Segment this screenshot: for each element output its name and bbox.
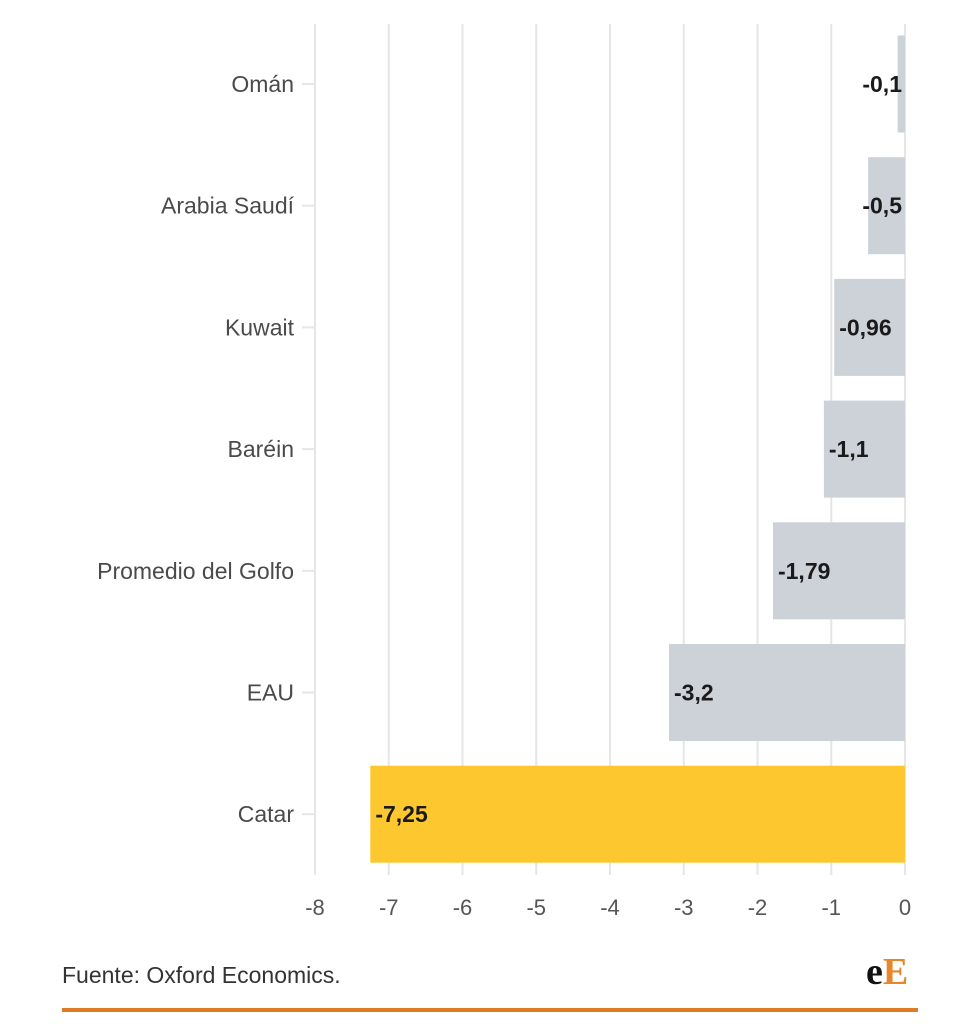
x-tick-label: -2 [748, 895, 768, 920]
logo: eE [866, 952, 908, 992]
logo-e: e [866, 951, 883, 993]
bar [834, 278, 905, 376]
source-note: Fuente: Oxford Economics. [62, 962, 341, 988]
bar [370, 765, 905, 863]
bar [897, 35, 905, 133]
category-label: Promedio del Golfo [97, 558, 294, 584]
bar [669, 644, 905, 741]
x-tick-label: -1 [821, 895, 841, 920]
bar-chart: Omán Arabia Saudí Kuwait Baréin Promedio del… [97, 24, 911, 920]
x-tick-label: -3 [674, 895, 694, 920]
bar [823, 400, 905, 498]
x-tick-label: -5 [526, 895, 546, 920]
x-tick-label: -6 [453, 895, 473, 920]
category-label: Baréin [228, 436, 294, 462]
category-label: Catar [238, 801, 295, 827]
value-label: -1,1 [829, 436, 869, 462]
value-label: -0,5 [862, 193, 902, 219]
category-label: Kuwait [225, 314, 295, 340]
x-tick-label: -7 [379, 895, 399, 920]
bar [868, 157, 905, 255]
x-tick-label: -8 [305, 895, 325, 920]
value-labels: -0,1 -0,5 -0,96 -1,1 -1,79 -3,2 -7,25 [375, 71, 902, 827]
logo-E: E [882, 951, 909, 993]
category-labels: Omán Arabia Saudí Kuwait Baréin Promedio del… [97, 71, 294, 827]
x-axis-ticks: -8 -7 -6 -5 -4 -3 -2 -1 0 [305, 895, 911, 920]
value-label: -0,96 [839, 314, 891, 340]
category-label: Omán [231, 71, 294, 97]
value-label: -3,2 [674, 680, 714, 706]
value-label: -0,1 [862, 71, 902, 97]
x-tick-label: 0 [899, 895, 911, 920]
accent-rule [62, 1008, 918, 1012]
value-label: -1,79 [778, 558, 830, 584]
x-tick-label: -4 [600, 895, 620, 920]
bars [370, 35, 905, 863]
value-label: -7,25 [375, 801, 428, 827]
category-label: Arabia Saudí [161, 193, 295, 219]
grid-lines [302, 24, 906, 875]
category-label: EAU [247, 680, 294, 706]
bar [772, 522, 905, 620]
